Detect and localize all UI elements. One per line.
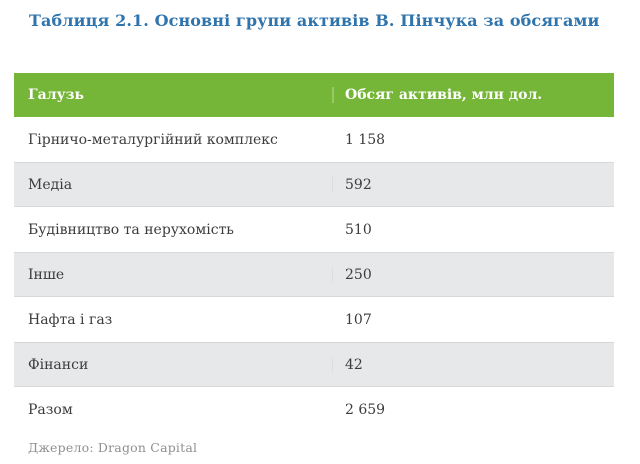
column-header-volume: Обсяг активів, млн дол. xyxy=(332,87,614,103)
row-value: 592 xyxy=(332,177,614,193)
row-label: Нафта і газ xyxy=(28,311,113,328)
row-label: Інше xyxy=(28,266,65,283)
row-value: 107 xyxy=(345,311,372,328)
row-value: 1 158 xyxy=(345,131,386,148)
column-header-industry: Галузь xyxy=(28,87,85,103)
table-row-total: Разом 2 659 xyxy=(14,387,614,432)
table-row-other: Інше 250 xyxy=(14,252,614,297)
table-caption: Таблиця 2.1. Основні групи активів В. Пі… xyxy=(29,11,600,30)
row-value: 510 xyxy=(345,221,372,238)
row-value: 250 xyxy=(332,267,614,283)
row-label: Фінанси xyxy=(28,356,89,373)
row-value: 2 659 xyxy=(345,401,386,418)
row-label: Гірничо-металургійний комплекс xyxy=(28,131,278,148)
table-row-media: Медіа 592 xyxy=(14,162,614,207)
row-value: 42 xyxy=(332,357,614,373)
table-row-mining: Гірничо-металургійний комплекс 1 158 xyxy=(14,117,614,162)
table-row-construction: Будівництво та нерухомість 510 xyxy=(14,207,614,252)
table-header-row: Галузь Обсяг активів, млн дол. xyxy=(14,73,614,117)
row-label: Разом xyxy=(28,401,73,418)
table-row-finance: Фінанси 42 xyxy=(14,342,614,387)
assets-table: Галузь Обсяг активів, млн дол. Гірничо-м… xyxy=(14,73,614,432)
row-label: Будівництво та нерухомість xyxy=(28,221,234,238)
row-label: Медіа xyxy=(28,176,73,193)
table-row-oil-gas: Нафта і газ 107 xyxy=(14,297,614,342)
source-note: Джерело: Dragon Capital xyxy=(28,440,198,455)
